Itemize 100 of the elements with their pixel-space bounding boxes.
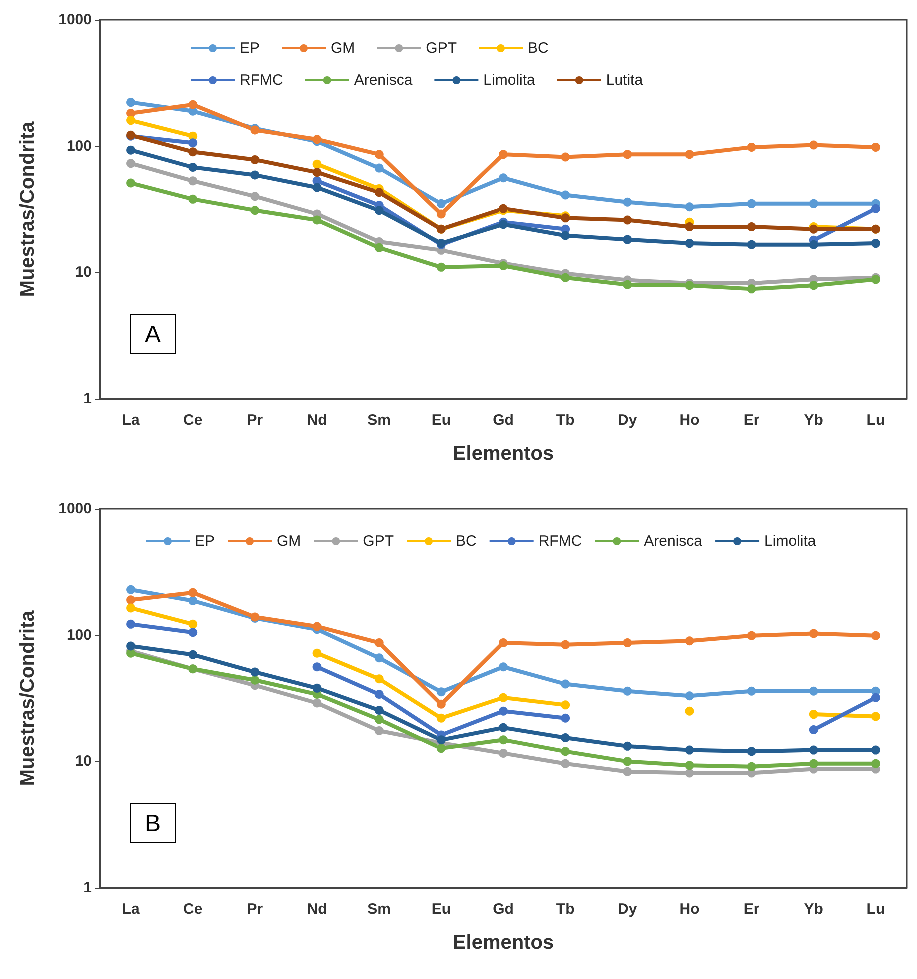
point — [623, 150, 632, 160]
point — [623, 767, 632, 776]
point — [436, 199, 446, 208]
legend-label: GM — [331, 40, 356, 57]
point — [561, 700, 570, 710]
point — [561, 759, 570, 768]
x-tick-label: Sm — [368, 901, 392, 918]
point — [747, 747, 756, 756]
point — [126, 116, 136, 126]
legend-label: EP — [240, 40, 260, 57]
x-tick-label: Nd — [307, 901, 328, 918]
point — [623, 742, 632, 751]
point — [871, 712, 880, 722]
point — [747, 199, 756, 208]
x-tick-label: Pr — [247, 901, 264, 918]
point — [747, 222, 756, 232]
point — [188, 162, 198, 172]
point — [561, 640, 570, 650]
point — [374, 654, 384, 663]
legend-label: Arenisca — [354, 72, 414, 89]
point — [374, 674, 384, 684]
point — [623, 757, 632, 766]
legend-label: RFMC — [240, 72, 284, 89]
point — [126, 620, 136, 629]
point — [499, 150, 508, 160]
x-tick-label: Tb — [556, 412, 575, 429]
x-tick-label: Lu — [866, 412, 886, 429]
point — [126, 178, 136, 188]
point — [623, 638, 632, 648]
point — [871, 631, 880, 640]
point — [126, 146, 136, 155]
point — [809, 746, 818, 755]
point — [436, 700, 446, 709]
point — [685, 636, 694, 646]
x-tick-label: Gd — [493, 901, 514, 918]
y-tick-label: 100 — [66, 138, 92, 155]
point — [561, 231, 570, 240]
x-axis-title: Elementos — [452, 443, 554, 465]
point — [499, 220, 508, 230]
y-tick-label: 1000 — [58, 500, 92, 518]
point — [188, 596, 198, 606]
x-tick-label: La — [122, 901, 140, 918]
y-tick-label: 10 — [75, 753, 92, 770]
y-tick-label: 1000 — [58, 12, 92, 28]
point — [374, 726, 384, 736]
point — [312, 168, 322, 178]
point — [374, 690, 384, 700]
point — [374, 188, 384, 198]
point — [250, 155, 260, 164]
point — [436, 210, 446, 219]
x-tick-label: Ho — [680, 412, 700, 429]
legend-label: Limolita — [484, 72, 536, 89]
point — [871, 759, 880, 768]
legend-label: Arenisca — [644, 533, 704, 550]
point — [809, 726, 818, 735]
point — [374, 715, 384, 724]
point — [436, 714, 446, 723]
point — [871, 693, 880, 702]
point — [374, 206, 384, 216]
point — [188, 148, 198, 157]
x-tick-label: Gd — [493, 412, 514, 429]
annotation: B — [145, 810, 162, 838]
point — [623, 686, 632, 696]
point — [188, 650, 198, 660]
point — [809, 140, 818, 150]
point — [871, 142, 880, 152]
point — [436, 688, 446, 697]
x-tick-label: Lu — [866, 901, 886, 918]
legend-label: GM — [277, 533, 302, 550]
y-tick-label: 10 — [75, 264, 92, 282]
x-tick-label: Ce — [184, 412, 203, 429]
point — [561, 152, 570, 162]
y-axis-title: Muestras/Condrita — [17, 610, 39, 786]
point — [809, 281, 818, 290]
point — [561, 680, 570, 689]
point — [188, 194, 198, 204]
point — [126, 642, 136, 651]
point — [809, 686, 818, 696]
legend-label: RFMC — [538, 533, 582, 550]
point — [623, 280, 632, 290]
point — [809, 224, 818, 234]
point — [374, 706, 384, 716]
point — [250, 668, 260, 677]
x-tick-label: Er — [744, 412, 760, 429]
point — [871, 239, 880, 248]
point — [188, 138, 198, 148]
x-tick-label: Pr — [247, 412, 264, 429]
point — [250, 170, 260, 180]
point — [250, 676, 260, 685]
point — [499, 174, 508, 183]
point — [312, 698, 322, 708]
point — [685, 768, 694, 778]
x-axis-title: Elementos — [452, 932, 554, 954]
point — [126, 604, 136, 613]
point — [685, 202, 694, 212]
point — [188, 588, 198, 598]
point — [747, 142, 756, 152]
point — [561, 190, 570, 200]
x-tick-label: Sm — [368, 412, 392, 429]
point — [312, 684, 322, 693]
